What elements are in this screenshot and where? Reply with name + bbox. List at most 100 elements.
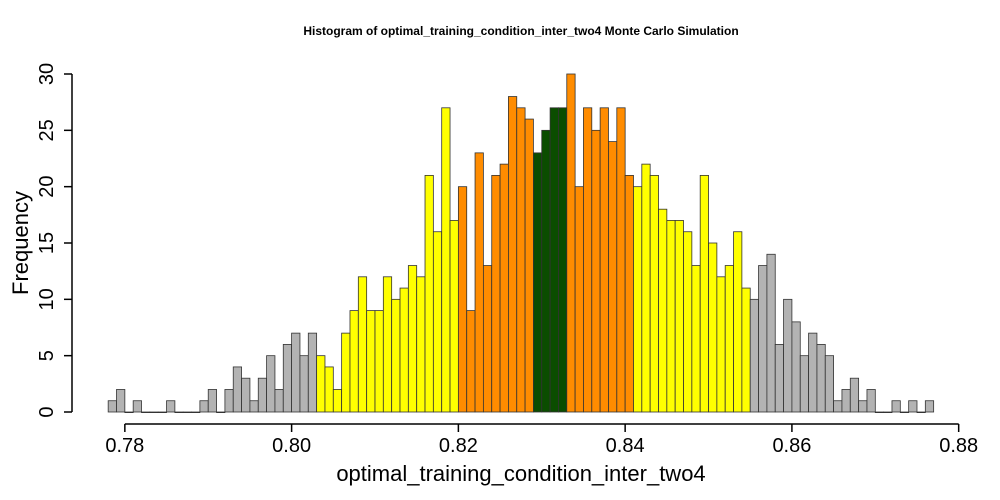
histogram-bar	[699, 174, 709, 413]
histogram-bar	[691, 265, 701, 413]
histogram-bar	[541, 129, 551, 413]
histogram-bar	[257, 377, 268, 413]
x-tick-label: 0.80	[272, 435, 311, 457]
histogram-bar	[499, 163, 509, 413]
histogram-bar	[457, 186, 468, 413]
histogram-bar	[182, 411, 192, 414]
histogram-bar	[424, 174, 434, 413]
histogram-bar	[766, 253, 776, 413]
histogram-bar	[641, 163, 651, 413]
histogram-bar	[116, 389, 126, 413]
y-axis-label: Frequency	[8, 191, 33, 295]
histogram-bar	[441, 107, 451, 413]
histogram-bar	[266, 355, 276, 413]
histogram-bar	[249, 400, 259, 413]
y-tick-label: 5	[36, 350, 58, 361]
x-tick-label: 0.78	[105, 435, 144, 457]
histogram-bar	[157, 411, 167, 414]
histogram-bars	[107, 73, 935, 414]
histogram-bar	[783, 298, 793, 413]
histogram-bar	[282, 343, 293, 413]
histogram-bar	[733, 231, 743, 413]
histogram-bar	[299, 355, 309, 413]
histogram-bar	[416, 276, 426, 413]
histogram-bar	[674, 220, 684, 413]
histogram-bar	[491, 174, 501, 413]
histogram-bar	[608, 141, 618, 413]
histogram-bar	[666, 220, 676, 413]
histogram-bar	[274, 389, 284, 413]
histogram-bar	[324, 366, 334, 413]
y-axis-ticks: 0 5 10 15 20 25 30	[36, 63, 72, 418]
histogram-bar	[524, 118, 534, 413]
histogram-bar	[466, 310, 476, 413]
histogram-bar	[816, 343, 826, 413]
histogram-bar	[849, 377, 860, 413]
y-tick-label: 30	[36, 63, 58, 85]
histogram-bar	[616, 107, 626, 413]
histogram-bar	[332, 389, 343, 413]
histogram-bar	[482, 265, 493, 413]
histogram-bar	[516, 107, 526, 413]
histogram-bar	[883, 411, 893, 414]
histogram-bar	[191, 411, 201, 414]
histogram-bar	[908, 400, 918, 413]
histogram-bar	[724, 265, 734, 413]
histogram-bar	[241, 377, 251, 413]
histogram-bar	[758, 265, 768, 413]
histogram-bar	[316, 355, 326, 413]
histogram-bar	[533, 152, 543, 413]
histogram-bar	[216, 411, 226, 414]
histogram-bar	[866, 389, 876, 413]
histogram-bar	[808, 332, 818, 413]
histogram-bar	[508, 96, 518, 413]
histogram-bar	[341, 332, 351, 413]
histogram-bar	[683, 231, 693, 413]
histogram-bar	[291, 332, 301, 413]
histogram-bar	[107, 400, 117, 413]
y-tick-label: 15	[36, 232, 58, 254]
x-axis-ticks: 0.78 0.80 0.82 0.84 0.86 0.88	[105, 424, 978, 457]
histogram-bar	[624, 174, 634, 413]
histogram-bar	[558, 107, 568, 413]
histogram-bar	[549, 107, 559, 413]
x-axis-label: optimal_training_condition_inter_two4	[336, 461, 705, 486]
histogram-bar	[841, 389, 851, 413]
y-tick-label: 25	[36, 119, 58, 141]
histogram-bar	[749, 298, 759, 413]
histogram-bar	[599, 107, 609, 413]
histogram-bar	[124, 411, 134, 414]
histogram-bar	[574, 186, 584, 413]
histogram-bar	[799, 355, 809, 413]
x-tick-label: 0.88	[939, 435, 978, 457]
histogram-bar	[199, 400, 209, 413]
histogram-bar	[224, 389, 234, 413]
histogram-bar	[349, 310, 359, 413]
histogram-bar	[741, 287, 751, 413]
histogram-bar	[307, 332, 318, 413]
histogram-bar	[449, 220, 459, 413]
histogram-bar	[391, 298, 401, 413]
histogram-bar	[716, 276, 726, 413]
histogram-bar	[774, 343, 784, 413]
y-tick-label: 10	[36, 288, 58, 310]
histogram-bar	[924, 400, 935, 413]
histogram-bar	[658, 208, 668, 413]
histogram-bar	[474, 152, 484, 413]
histogram-bar	[824, 355, 835, 413]
histogram-bar	[566, 73, 576, 413]
y-tick-label: 20	[36, 176, 58, 198]
x-tick-label: 0.84	[606, 435, 645, 457]
histogram-bar	[583, 107, 593, 413]
histogram-bar	[141, 411, 151, 414]
histogram-bar	[357, 276, 368, 413]
histogram-bar	[833, 400, 843, 413]
histogram-bar	[649, 174, 659, 413]
histogram-bar	[366, 310, 376, 413]
histogram-bar	[791, 321, 801, 413]
histogram-bar	[232, 366, 242, 413]
histogram-bar	[432, 231, 443, 413]
histogram-bar	[591, 129, 601, 413]
histogram-bar	[207, 389, 217, 413]
